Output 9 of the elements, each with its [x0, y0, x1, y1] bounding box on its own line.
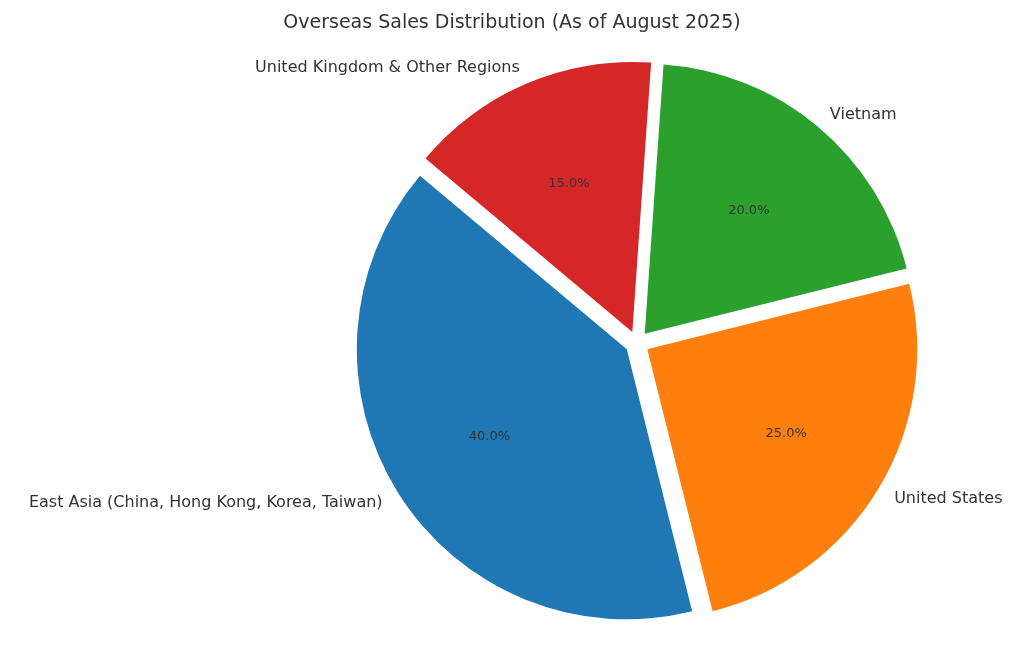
- data-label: 25.0%: [765, 425, 807, 441]
- slice-label: United States: [894, 488, 1003, 508]
- data-label: 15.0%: [548, 175, 590, 191]
- slice-label: East Asia (China, Hong Kong, Korea, Taiwan): [28, 492, 383, 512]
- slice-label: Vietnam: [829, 103, 897, 123]
- data-label: 20.0%: [728, 202, 770, 218]
- data-label: 40.0%: [468, 427, 511, 443]
- chart-title: Overseas Sales Distribution (As of August 2025): [283, 9, 741, 32]
- slice-label: United Kingdom & Other Regions: [255, 57, 520, 77]
